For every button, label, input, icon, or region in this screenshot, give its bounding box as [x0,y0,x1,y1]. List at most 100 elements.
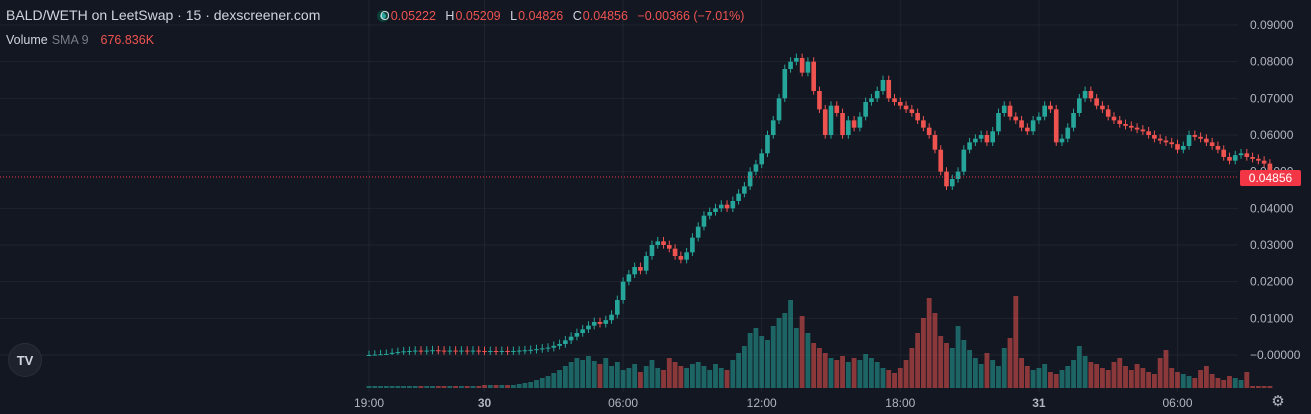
candle-body [886,80,892,99]
volume-bar [435,386,441,388]
candle-body [944,171,949,187]
candle-body [1105,109,1111,117]
volume-bar [920,318,926,388]
volume-bar [903,360,909,388]
volume-bar [1024,366,1030,388]
volume-bar [851,358,857,388]
candle-body [955,171,961,179]
candle-body [713,208,718,212]
volume-bar [1244,372,1250,388]
candle-body [828,105,834,135]
volume-bar [689,364,695,388]
candle-body [915,113,920,121]
candle-body [620,281,626,300]
candle-body [961,149,967,172]
candle-body [563,340,568,344]
candle-body [574,333,580,337]
y-tick-label: 0.04000 [1250,201,1294,215]
volume-bar [701,366,707,388]
candle-body [528,349,534,351]
x-tick-label: 31 [1032,396,1046,410]
volume-bar [516,384,522,388]
volume-bar [1157,358,1163,388]
candle-body [1250,157,1255,159]
candle-body [1140,129,1146,132]
volume-bar [1094,364,1100,388]
tradingview-logo[interactable]: TV [8,343,42,377]
volume-bar [1053,374,1059,388]
high-value: 0.05209 [455,9,501,23]
candle-body [1146,131,1151,135]
volume-bar [1042,364,1048,388]
candle-body [1123,124,1128,126]
x-tick-label: 30 [478,396,492,410]
volume-bar [932,313,938,388]
candle-body [949,179,955,187]
volume-bar [880,368,886,388]
candle-body [863,102,868,117]
candle-body [1007,105,1013,117]
candle-body [591,322,597,326]
candle-body [718,204,724,209]
volume-bar [788,300,794,388]
candle-body [1030,120,1036,132]
candle-body [1082,91,1088,99]
candle-body [869,98,874,102]
volume-bar [447,386,453,388]
y-tick-label: 0.08000 [1250,55,1294,69]
candle-body [909,109,915,113]
candle-body [672,248,678,256]
candle-body [1128,125,1134,128]
candle-body [366,355,372,356]
candle-body [817,91,822,110]
candle-body [938,149,944,172]
candle-body [384,353,389,355]
volume-legend[interactable]: Volume SMA 9 676.836K [6,33,154,47]
candle-body [597,322,603,324]
volume-bar [649,360,655,388]
volume-bar [1007,338,1013,388]
volume-bar [828,358,834,388]
volume-bar [1169,368,1175,388]
volume-bar [805,333,811,388]
volume-bar [741,346,747,388]
candle-body [1152,135,1157,139]
volume-bar [412,386,418,388]
candle-body [788,61,793,69]
candle-body [412,350,418,352]
volume-bar [1180,374,1186,388]
volume-bar [586,356,591,388]
candle-body [389,352,395,354]
candle-body [649,245,655,256]
volume-bar [1076,346,1082,388]
volume-bar [695,362,701,388]
volume-bar [1117,358,1123,388]
candle-body [822,109,828,135]
volume-bar [684,368,690,388]
volume-bar [996,366,1001,388]
volume-bar [1019,358,1025,388]
candle-body [1019,120,1024,128]
volume-bar [1221,380,1227,388]
volume-bar [834,360,840,388]
volume-bar [1267,386,1273,388]
volume-bar [938,336,944,388]
volume-value: 676.836K [100,33,155,47]
volume-bar [539,378,545,388]
candle-body [459,350,464,352]
low-value: 0.04826 [518,9,564,23]
volume-bar [637,372,643,388]
volume-bar [990,360,996,388]
candle-body [996,113,1001,132]
volume-bar [424,386,430,388]
volume-bar [597,364,603,388]
volume-bar [984,353,990,388]
status-indicator-icon [377,10,389,22]
candle-body [626,274,632,282]
candle-body [453,350,458,352]
gear-icon[interactable]: ⚙ [1271,393,1285,410]
candle-body [921,120,926,128]
candle-body [857,116,863,128]
volume-bar [1036,368,1042,388]
